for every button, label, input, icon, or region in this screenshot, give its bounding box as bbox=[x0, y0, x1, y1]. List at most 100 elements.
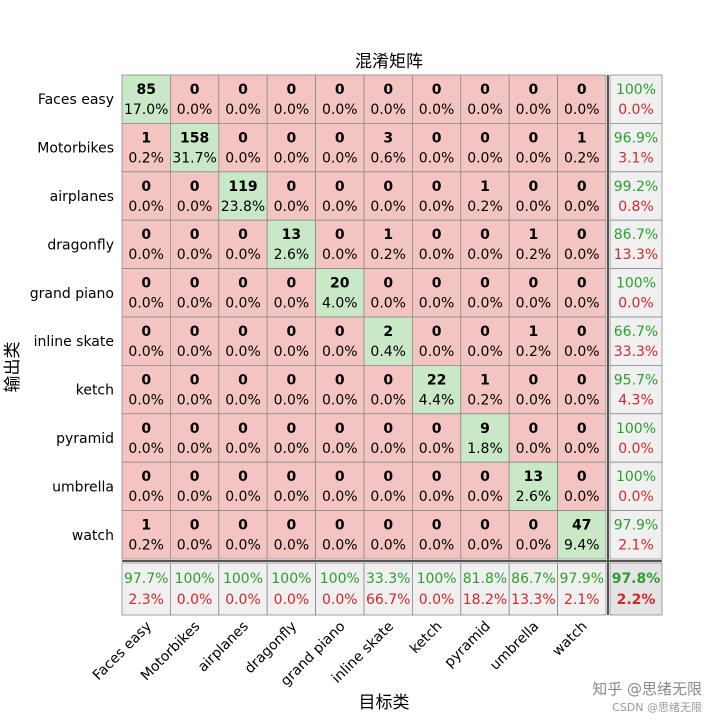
cell-percent: 0.2% bbox=[467, 392, 503, 408]
cell-count: 0 bbox=[432, 130, 442, 146]
matrix-cell bbox=[508, 461, 559, 512]
row-tick-label: pyramid bbox=[56, 431, 114, 447]
cell-count: 158 bbox=[180, 130, 209, 146]
matrix-cell bbox=[169, 74, 220, 124]
cell-count: 0 bbox=[335, 421, 345, 437]
row-summary-cell bbox=[609, 123, 663, 173]
matrix-cell bbox=[266, 413, 317, 463]
cell-percent: 0.0% bbox=[128, 344, 164, 360]
cell-count: 0 bbox=[335, 518, 345, 534]
cell-percent: 0.0% bbox=[177, 489, 213, 505]
matrix-cell bbox=[508, 123, 559, 173]
cell-percent: 0.0% bbox=[322, 392, 358, 408]
cell-count: 0 bbox=[335, 469, 345, 485]
col-tick-label: ketch bbox=[407, 619, 445, 657]
cell-count: 1 bbox=[141, 518, 151, 534]
cell-percent: 0.0% bbox=[322, 102, 358, 118]
cell-count: 0 bbox=[287, 130, 297, 146]
matrix-cell bbox=[460, 171, 510, 221]
cell-count: 22 bbox=[427, 372, 446, 388]
cell-count: 0 bbox=[190, 469, 200, 485]
cell-count: 0 bbox=[287, 82, 297, 98]
row-tick-label: grand piano bbox=[30, 286, 114, 302]
matrix-cell bbox=[218, 74, 268, 124]
cell-percent: 0.0% bbox=[177, 344, 213, 360]
cell-count: 0 bbox=[141, 469, 151, 485]
cell-count: 0 bbox=[238, 372, 248, 388]
matrix-cell bbox=[218, 171, 268, 221]
matrix-cell bbox=[266, 510, 317, 560]
cell-percent: 1.8% bbox=[467, 441, 503, 457]
overall-correct: 97.8% bbox=[612, 571, 661, 587]
cell-count: 0 bbox=[141, 372, 151, 388]
col-summary-correct: 86.7% bbox=[511, 571, 555, 587]
cell-count: 0 bbox=[141, 324, 151, 340]
cell-percent: 4.0% bbox=[322, 296, 358, 312]
matrix-cell bbox=[121, 461, 171, 512]
cell-count: 0 bbox=[335, 324, 345, 340]
col-tick-label: pyramid bbox=[442, 619, 494, 671]
matrix-cell bbox=[363, 510, 413, 560]
matrix-cell bbox=[460, 413, 510, 463]
cell-count: 0 bbox=[335, 372, 345, 388]
matrix-cell bbox=[460, 364, 510, 415]
row-summary-correct: 100% bbox=[616, 276, 656, 292]
cell-percent: 0.0% bbox=[370, 441, 406, 457]
row-summary-correct: 95.7% bbox=[614, 372, 658, 388]
cell-count: 0 bbox=[432, 82, 442, 98]
cell-count: 0 bbox=[529, 130, 539, 146]
col-summary-incorrect: 0.0% bbox=[274, 592, 310, 608]
cell-percent: 0.0% bbox=[564, 102, 600, 118]
matrix-cell bbox=[460, 123, 510, 173]
cell-percent: 0.2% bbox=[516, 247, 552, 263]
cell-count: 0 bbox=[238, 276, 248, 292]
cell-percent: 0.0% bbox=[322, 344, 358, 360]
cell-percent: 0.0% bbox=[467, 296, 503, 312]
matrix-cell bbox=[508, 413, 559, 463]
cell-percent: 0.0% bbox=[225, 150, 261, 166]
matrix-cell bbox=[557, 171, 607, 221]
cell-count: 0 bbox=[238, 324, 248, 340]
cell-count: 0 bbox=[480, 469, 490, 485]
cell-count: 0 bbox=[383, 82, 393, 98]
row-summary-cell bbox=[609, 510, 663, 560]
cell-percent: 0.0% bbox=[419, 441, 455, 457]
cell-count: 0 bbox=[432, 276, 442, 292]
cell-count: 0 bbox=[287, 469, 297, 485]
cell-percent: 0.0% bbox=[225, 247, 261, 263]
cell-count: 13 bbox=[282, 227, 301, 243]
row-summary-correct: 96.9% bbox=[614, 130, 658, 146]
matrix-cell bbox=[508, 364, 559, 415]
cell-count: 0 bbox=[383, 421, 393, 437]
cell-count: 0 bbox=[238, 82, 248, 98]
cell-percent: 0.0% bbox=[370, 102, 406, 118]
cell-count: 0 bbox=[577, 421, 587, 437]
cell-percent: 0.0% bbox=[177, 296, 213, 312]
cell-count: 0 bbox=[480, 518, 490, 534]
matrix-cell bbox=[411, 461, 462, 512]
row-summary-correct: 100% bbox=[616, 82, 656, 98]
cell-count: 47 bbox=[572, 518, 591, 534]
cell-count: 1 bbox=[529, 324, 539, 340]
cell-percent: 0.0% bbox=[467, 247, 503, 263]
cell-percent: 0.0% bbox=[467, 538, 503, 554]
cell-percent: 0.0% bbox=[467, 489, 503, 505]
cell-percent: 0.0% bbox=[177, 538, 213, 554]
matrix-cell bbox=[315, 461, 365, 512]
cell-count: 0 bbox=[141, 227, 151, 243]
cell-count: 0 bbox=[480, 276, 490, 292]
cell-percent: 9.4% bbox=[564, 538, 600, 554]
matrix-cell bbox=[169, 123, 220, 173]
cell-count: 13 bbox=[524, 469, 543, 485]
overall-incorrect: 2.2% bbox=[617, 592, 656, 608]
row-tick-label: Faces easy bbox=[38, 92, 114, 108]
cell-count: 0 bbox=[577, 469, 587, 485]
matrix-cell bbox=[218, 268, 268, 318]
cell-percent: 23.8% bbox=[221, 199, 265, 215]
col-summary-incorrect: 2.1% bbox=[564, 592, 600, 608]
cell-count: 9 bbox=[480, 421, 490, 437]
matrix-cell bbox=[557, 364, 607, 415]
col-tick-label: watch bbox=[550, 619, 591, 660]
cell-count: 0 bbox=[335, 179, 345, 195]
matrix-cell bbox=[315, 316, 365, 366]
